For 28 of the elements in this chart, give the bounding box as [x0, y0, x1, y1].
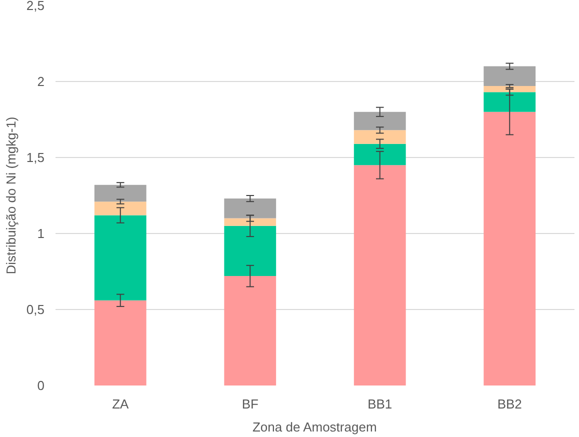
bar — [484, 86, 536, 92]
x-tick-label: BB1 — [368, 396, 392, 412]
x-tick-label: BF — [242, 396, 258, 412]
bar — [354, 130, 406, 144]
y-tick-label: 0,5 — [26, 302, 45, 317]
y-tick-label: 2 — [37, 74, 45, 89]
bar — [94, 202, 146, 216]
x-axis-title: Zona de Amostragem — [252, 420, 377, 434]
bar — [94, 215, 146, 300]
x-tick-label: ZA — [112, 396, 130, 412]
bar — [484, 112, 536, 386]
bar — [354, 112, 406, 130]
y-tick-label: 1,5 — [26, 150, 45, 165]
bar — [224, 276, 276, 386]
bar — [94, 300, 146, 386]
x-tick-label: BB2 — [497, 396, 522, 412]
y-tick-label: 0 — [37, 378, 45, 393]
bar — [354, 144, 406, 166]
y-tick-label: 2,5 — [26, 0, 45, 13]
bar — [224, 226, 276, 276]
bar — [94, 184, 146, 202]
bar — [354, 165, 406, 386]
bar — [224, 198, 276, 218]
bar — [224, 218, 276, 226]
bar — [484, 66, 536, 86]
y-axis-title: Distribuição do Ni (mgkg-1) — [3, 116, 18, 274]
y-tick-label: 1 — [37, 226, 45, 241]
bar — [484, 92, 536, 112]
